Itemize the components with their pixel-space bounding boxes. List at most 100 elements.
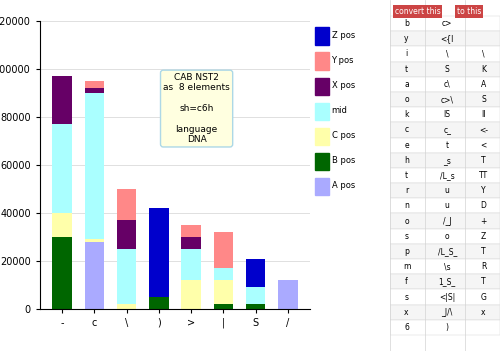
Bar: [182, 280, 201, 309]
Text: t: t: [446, 141, 449, 150]
Text: ): ): [446, 323, 448, 332]
Bar: [278, 280, 297, 309]
Bar: [214, 268, 233, 280]
Bar: [84, 242, 104, 309]
Text: A pos: A pos: [332, 181, 355, 190]
Text: x: x: [481, 308, 486, 317]
Bar: [246, 304, 266, 309]
Text: 1_S_: 1_S_: [438, 277, 456, 286]
Text: c: c: [404, 125, 408, 134]
Text: e: e: [404, 141, 409, 150]
Bar: [182, 225, 201, 237]
Text: f: f: [405, 277, 408, 286]
Text: p: p: [404, 247, 409, 256]
Text: c\: c\: [444, 80, 450, 89]
Bar: [390, 290, 500, 305]
Bar: [390, 92, 500, 107]
Bar: [117, 304, 136, 309]
Text: _s: _s: [444, 156, 451, 165]
Bar: [390, 305, 500, 320]
Text: S: S: [445, 65, 450, 74]
Bar: [315, 128, 328, 145]
Text: CAB NST2
as  8 elements

sh=c6h

language
DNA: CAB NST2 as 8 elements sh=c6h language D…: [163, 73, 230, 144]
Bar: [390, 107, 500, 122]
Text: k: k: [404, 110, 409, 119]
Text: _J/\: _J/\: [442, 308, 453, 317]
Bar: [84, 88, 104, 93]
Bar: [84, 93, 104, 239]
Bar: [117, 249, 136, 304]
Text: mid: mid: [332, 106, 347, 115]
Text: s: s: [404, 232, 408, 241]
Text: <{I: <{I: [440, 34, 454, 43]
Bar: [182, 249, 201, 280]
Bar: [390, 229, 500, 244]
Text: Z pos: Z pos: [332, 31, 355, 40]
Text: t: t: [405, 65, 408, 74]
Bar: [84, 239, 104, 242]
Text: R: R: [481, 262, 486, 271]
Text: \: \: [482, 49, 485, 59]
Bar: [315, 102, 328, 120]
Text: 6: 6: [404, 323, 409, 332]
Bar: [117, 220, 136, 249]
Bar: [390, 46, 500, 61]
Text: IS: IS: [444, 110, 450, 119]
Bar: [390, 274, 500, 290]
Text: G: G: [480, 292, 486, 302]
Text: c>\: c>\: [440, 95, 454, 104]
Bar: [214, 232, 233, 268]
Text: <|S|: <|S|: [439, 292, 456, 302]
Bar: [246, 258, 266, 287]
Text: K: K: [481, 65, 486, 74]
Bar: [390, 320, 500, 335]
Bar: [149, 297, 169, 309]
Text: TT: TT: [479, 171, 488, 180]
Bar: [315, 178, 328, 195]
Bar: [390, 61, 500, 77]
Bar: [315, 27, 328, 45]
Bar: [390, 122, 500, 138]
Bar: [315, 78, 328, 95]
Text: Y pos: Y pos: [332, 56, 354, 65]
Bar: [52, 213, 72, 237]
Bar: [182, 237, 201, 249]
Bar: [117, 189, 136, 220]
Text: o: o: [445, 232, 450, 241]
Text: y: y: [404, 34, 409, 43]
Bar: [149, 208, 169, 297]
Text: Y: Y: [481, 186, 486, 195]
Bar: [52, 237, 72, 309]
Text: II: II: [481, 110, 486, 119]
Text: T: T: [481, 247, 486, 256]
Text: c_: c_: [443, 125, 451, 134]
Text: i: i: [406, 49, 407, 59]
Text: o: o: [404, 95, 409, 104]
Text: u: u: [445, 201, 450, 210]
Text: o: o: [404, 217, 409, 226]
Text: <-: <-: [479, 125, 488, 134]
Bar: [246, 287, 266, 304]
Bar: [52, 76, 72, 124]
Text: <: <: [480, 141, 486, 150]
Text: \s: \s: [444, 262, 450, 271]
Text: a: a: [404, 80, 409, 89]
Text: n: n: [404, 201, 409, 210]
Text: A: A: [481, 80, 486, 89]
Bar: [84, 81, 104, 88]
Text: S: S: [481, 95, 486, 104]
Text: convert this: convert this: [394, 7, 440, 16]
Text: /L_s: /L_s: [440, 171, 454, 180]
Text: t: t: [405, 171, 408, 180]
Text: u: u: [445, 186, 450, 195]
Text: s: s: [404, 292, 408, 302]
Text: x: x: [404, 308, 409, 317]
Text: c>: c>: [442, 19, 452, 28]
Text: b: b: [404, 19, 409, 28]
Bar: [390, 168, 500, 183]
Bar: [390, 138, 500, 153]
Bar: [214, 304, 233, 309]
Text: h: h: [404, 156, 409, 165]
Bar: [390, 198, 500, 213]
Bar: [390, 153, 500, 168]
